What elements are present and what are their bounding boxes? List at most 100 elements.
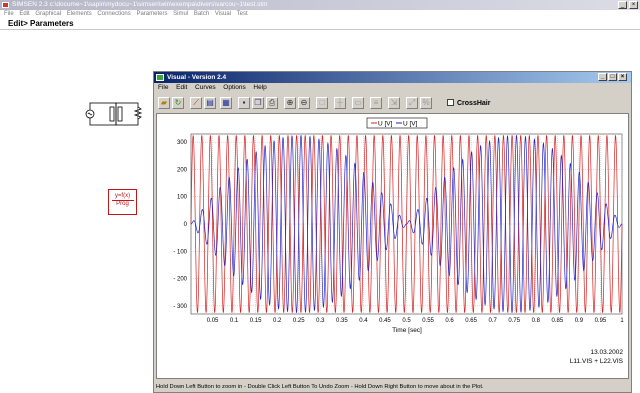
- visual-app-icon: [156, 74, 164, 81]
- app-menubar: File Edit Graphical Elements Connections…: [0, 10, 640, 19]
- inductor-right-icon: [117, 106, 123, 122]
- visual-minimize-button[interactable]: _: [598, 73, 607, 81]
- x-tick-label: 0.4: [359, 318, 368, 324]
- crosshair-checkbox-box[interactable]: [447, 99, 454, 106]
- y-axis-ticks: 300 200 100 0 - 100 - 200 - 300: [173, 140, 187, 310]
- x-tick-label: 0.55: [422, 318, 434, 324]
- menu-simul[interactable]: Simul: [173, 11, 189, 17]
- copy-icon[interactable]: ❐: [252, 97, 264, 109]
- menu-batch[interactable]: Batch: [193, 11, 210, 17]
- y-tick-label: 200: [177, 167, 188, 173]
- layout-icon[interactable]: ▦: [220, 97, 232, 109]
- crosshair-checkbox[interactable]: CrossHair: [447, 99, 490, 107]
- menu-test[interactable]: Test: [236, 11, 248, 17]
- visual-menu-options[interactable]: Options: [223, 84, 246, 91]
- x-axis-label: Time [sec]: [392, 327, 422, 334]
- visual-menu-edit[interactable]: Edit: [176, 84, 188, 91]
- visual-menubar: File Edit Curves Options Help: [154, 83, 631, 93]
- app-title: SIMSEN 2.3 c:\docume~1\sapin\mydocu~1\si…: [12, 1, 268, 8]
- visual-menu-file[interactable]: File: [158, 84, 169, 91]
- visual-menu-help[interactable]: Help: [253, 84, 267, 91]
- x-tick-label: 1: [620, 318, 624, 324]
- zoom-in-icon[interactable]: ⊕: [284, 97, 296, 109]
- x-tick-label: 0.6: [445, 318, 454, 324]
- settings-icon[interactable]: ≡: [370, 97, 382, 109]
- zoom-out-icon[interactable]: ⊖: [298, 97, 310, 109]
- visual-titlebar[interactable]: Visual - Version 2.4 _ □ ×: [154, 72, 631, 83]
- prog-block[interactable]: y=f(x) Prog: [108, 189, 137, 215]
- legend-entry-2: U [V]: [403, 121, 418, 128]
- plot-panel[interactable]: U [V] U [V] 300 200 100 0 - 100 - 200 - 300 0.…: [156, 113, 629, 379]
- x-tick-label: 0.45: [379, 318, 391, 324]
- grid-icon[interactable]: □: [316, 97, 328, 109]
- series-line-blue: [190, 135, 623, 313]
- status-bar: Hold Down Left Button to zoom in - Doubl…: [154, 383, 631, 392]
- visual-menu-curves[interactable]: Curves: [195, 84, 216, 91]
- x-tick-label: 0.5: [402, 318, 411, 324]
- prog-formula: y=f(x): [114, 193, 131, 199]
- x-tick-label: 0.05: [207, 318, 219, 324]
- prog-divider: [111, 200, 134, 201]
- x-tick-label: 0.35: [336, 318, 348, 324]
- crosshair-label: CrossHair: [457, 100, 491, 107]
- menu-visual[interactable]: Visual: [214, 11, 232, 17]
- x-tick-label: 0.7: [489, 318, 498, 324]
- draw-icon[interactable]: ⟋: [190, 97, 202, 109]
- x-tick-label: 0.1: [230, 318, 239, 324]
- plot-date: 13.03.2002: [590, 349, 623, 356]
- menu-graphical[interactable]: Graphical: [35, 11, 62, 17]
- x-tick-label: 0.3: [316, 318, 325, 324]
- menu-file[interactable]: File: [4, 11, 14, 17]
- save-icon[interactable]: ▪: [238, 97, 250, 109]
- menu-edit[interactable]: Edit: [19, 11, 30, 17]
- axis-icon[interactable]: ┼: [334, 97, 346, 109]
- y-tick-label: - 300: [173, 304, 187, 310]
- menu-parameters[interactable]: Parameters: [136, 11, 168, 17]
- fit-icon[interactable]: ⤢: [406, 97, 418, 109]
- y-tick-label: - 100: [173, 249, 187, 255]
- x-tick-label: 0.2: [273, 318, 282, 324]
- x-tick-label: 0.15: [250, 318, 262, 324]
- app-minimize-button[interactable]: _: [618, 1, 627, 9]
- prog-label: Prog: [116, 201, 129, 207]
- visual-window: Visual - Version 2.4 _ □ × File Edit Cur…: [153, 71, 632, 393]
- divider: [0, 29, 640, 30]
- y-tick-label: - 200: [173, 277, 187, 283]
- visual-toolbar: ▰ ↻ ⟋ ▤ ▦ ▪ ❐ ⎙ ⊕ ⊖ □ ┼ ▭ ≡ ⇲ ⤢ % CrossH…: [154, 94, 631, 112]
- app-close-button[interactable]: ×: [629, 1, 638, 9]
- x-tick-label: 0.95: [595, 318, 607, 324]
- voltage-plot[interactable]: U [V] U [V] 300 200 100 0 - 100 - 200 - 300 0.…: [157, 114, 628, 378]
- visual-title: Visual - Version 2.4: [167, 74, 227, 81]
- x-tick-label: 0.9: [575, 318, 584, 324]
- refresh-icon[interactable]: ↻: [172, 97, 184, 109]
- x-tick-label: 0.75: [508, 318, 520, 324]
- visual-maximize-button[interactable]: □: [608, 73, 617, 81]
- x-tick-label: 0.8: [532, 318, 541, 324]
- y-tick-label: 100: [177, 195, 188, 201]
- inductor-left-icon: [109, 106, 115, 122]
- menu-elements[interactable]: Elements: [66, 11, 92, 17]
- circuit-schematic[interactable]: [82, 93, 148, 133]
- x-tick-label: 0.25: [293, 318, 305, 324]
- export-icon[interactable]: ⇲: [388, 97, 400, 109]
- scale-icon[interactable]: ▭: [352, 97, 364, 109]
- app-titlebar: SIMSEN 2.3 c:\docume~1\sapin\mydocu~1\si…: [0, 0, 640, 10]
- info-icon[interactable]: %: [420, 97, 432, 109]
- visual-close-button[interactable]: ×: [618, 73, 627, 81]
- x-tick-label: 0.85: [552, 318, 564, 324]
- zoom-window-icon[interactable]: ▤: [204, 97, 216, 109]
- menu-connections[interactable]: Connections: [97, 11, 131, 17]
- y-tick-label: 0: [184, 222, 188, 228]
- x-tick-label: 0.65: [465, 318, 477, 324]
- plot-footer: L11.VIS + L22.VIS: [570, 358, 624, 365]
- print-icon[interactable]: ⎙: [266, 97, 278, 109]
- open-icon[interactable]: ▰: [158, 97, 170, 109]
- status-text: Hold Down Left Button to zoom in - Doubl…: [156, 384, 484, 390]
- chart-legend: U [V] U [V]: [366, 117, 428, 129]
- x-axis-ticks: 0.05 0.1 0.15 0.2 0.25 0.3 0.35 0.4 0.45 0.5 0.55 0…: [207, 318, 625, 324]
- breadcrumb: Edit> Parameters: [8, 19, 74, 28]
- legend-entry-1: U [V]: [378, 121, 393, 128]
- simsen-app-icon: [2, 2, 9, 8]
- resistor-icon: [133, 106, 143, 120]
- y-tick-label: 300: [177, 140, 188, 146]
